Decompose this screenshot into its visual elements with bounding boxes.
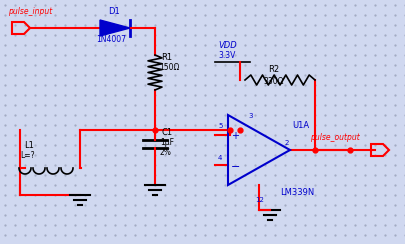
Polygon shape — [100, 20, 130, 36]
Text: −: − — [230, 162, 240, 172]
Text: pulse_output: pulse_output — [309, 133, 359, 142]
Text: 2: 2 — [284, 140, 289, 146]
Text: 5: 5 — [217, 123, 222, 129]
Text: +: + — [230, 131, 239, 141]
Text: 12: 12 — [254, 197, 263, 203]
Text: L=?: L=? — [20, 151, 34, 160]
Text: R2: R2 — [267, 65, 279, 74]
Text: 330Ω: 330Ω — [262, 77, 283, 86]
Text: 2%: 2% — [160, 148, 171, 157]
Text: U1A: U1A — [291, 121, 308, 130]
Text: L1: L1 — [24, 141, 34, 150]
Text: 1µF: 1µF — [160, 138, 174, 147]
Text: 150Ω: 150Ω — [159, 63, 179, 72]
Text: LM339N: LM339N — [279, 188, 313, 197]
Text: VDD: VDD — [217, 41, 236, 50]
Text: R1: R1 — [161, 53, 172, 62]
Text: D1: D1 — [108, 7, 119, 16]
Text: pulse_input: pulse_input — [8, 7, 52, 16]
Text: 3: 3 — [247, 113, 252, 119]
Text: 1N4007: 1N4007 — [96, 35, 126, 44]
Text: 3.3V: 3.3V — [217, 51, 235, 60]
Text: 4: 4 — [217, 155, 222, 161]
Text: C1: C1 — [162, 128, 173, 137]
